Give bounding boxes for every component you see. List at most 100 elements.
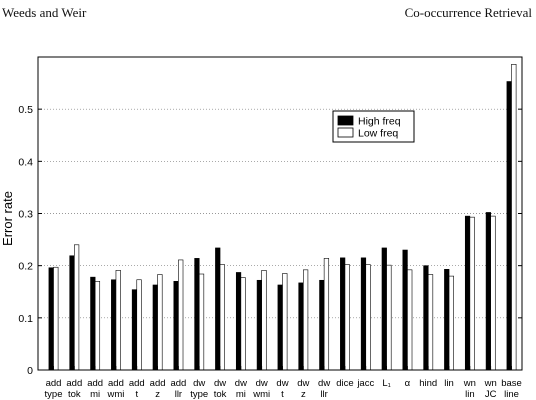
bar-low-freq	[178, 259, 184, 371]
x-tick-label: dw	[276, 378, 288, 389]
x-tick-label-line2: wmi	[252, 389, 270, 400]
x-tick-label: dw	[235, 378, 247, 389]
bar-low-freq	[219, 264, 225, 371]
x-tick-label: α	[405, 378, 411, 389]
bar-high-freq	[340, 257, 346, 371]
x-tick-label: lin	[444, 378, 454, 389]
legend-label-high-freq: High freq	[358, 116, 401, 128]
bar-high-freq	[485, 212, 491, 371]
bar-low-freq	[344, 264, 350, 371]
x-tick-label: dw	[214, 378, 226, 389]
bar-low-freq	[282, 273, 288, 371]
legend-swatch-high-freq	[337, 115, 354, 126]
y-tick-label: 0.4	[18, 156, 33, 168]
x-tick-label-line2: JC	[485, 389, 497, 400]
bar-high-freq	[464, 215, 471, 371]
bar-high-freq	[69, 255, 75, 371]
bar-low-freq	[94, 281, 101, 371]
bar-low-freq	[469, 216, 475, 371]
x-tick-label: wn	[484, 378, 497, 389]
x-tick-label-line2: mi	[236, 389, 246, 400]
x-tick-label: dice	[336, 378, 353, 389]
x-tick-label-line2: t	[135, 389, 138, 400]
x-tick-label-line2: z	[301, 389, 306, 400]
bar-low-freq	[448, 275, 454, 371]
bar-high-freq	[235, 272, 242, 371]
bars	[48, 64, 517, 371]
x-tick-label-line2: mi	[90, 389, 100, 400]
x-tick-label: add	[150, 378, 166, 389]
bar-low-freq	[198, 273, 205, 371]
running-head-title: Co-occurrence Retrieval	[404, 5, 532, 20]
y-tick-label: 0.1	[18, 313, 33, 325]
bar-high-freq	[256, 279, 262, 371]
x-tick-label: L₁	[382, 378, 391, 389]
bar-low-freq	[303, 269, 309, 371]
x-tick-label-line2: type	[45, 389, 63, 400]
x-tick-label-line2: line	[504, 389, 519, 400]
legend-label-low-freq: Low freq	[358, 128, 398, 140]
running-head: Weeds and Weir Co-occurrence Retrieval	[0, 0, 536, 24]
bar-high-freq	[215, 247, 221, 371]
bar-low-freq	[261, 270, 267, 371]
legend-swatch-low-freq	[337, 127, 354, 138]
bar-low-freq	[490, 215, 496, 371]
bar-high-freq	[173, 281, 179, 371]
running-head-authors: Weeds and Weir	[2, 5, 87, 20]
x-tick-label: add	[87, 378, 103, 389]
x-tick-label-line2: wmi	[107, 389, 125, 400]
bar-high-freq	[444, 269, 450, 371]
y-axis-label: Error rate	[0, 191, 15, 246]
bar-high-freq	[319, 279, 325, 371]
bar-low-freq	[136, 279, 142, 371]
x-tick-label: add	[46, 378, 62, 389]
bar-high-freq	[506, 81, 512, 371]
bar-high-freq	[48, 267, 54, 371]
bar-low-freq	[240, 277, 246, 371]
bar-low-freq	[74, 244, 80, 371]
x-tick-label-line2: type	[190, 389, 208, 400]
bar-high-freq	[277, 284, 283, 371]
bar-high-freq	[131, 289, 138, 371]
bar-high-freq	[111, 279, 117, 371]
bar-high-freq	[360, 257, 367, 371]
x-tick-label: add	[129, 378, 145, 389]
x-tick-label: wn	[463, 378, 476, 389]
bar-low-freq	[115, 270, 121, 371]
y-tick-label: 0	[27, 365, 33, 377]
bar-low-freq	[427, 274, 434, 371]
bar-low-freq	[157, 274, 163, 371]
bar-low-freq	[365, 264, 371, 371]
bar-high-freq	[90, 276, 96, 371]
y-tick-label: 0.2	[18, 261, 33, 273]
x-tick-label-line2: z	[155, 389, 160, 400]
bar-high-freq	[298, 282, 304, 371]
bar-high-freq	[402, 249, 408, 371]
x-tick-label: dw	[256, 378, 268, 389]
x-tick-label-line2: tok	[68, 389, 81, 400]
bar-low-freq	[511, 64, 517, 371]
x-tick-label: hind	[419, 378, 437, 389]
x-tick-label-line2: llr	[175, 389, 182, 400]
y-tick-label: 0.3	[18, 209, 33, 221]
bar-high-freq	[152, 284, 158, 371]
bar-high-freq	[194, 258, 200, 371]
x-tick-label: base	[501, 378, 522, 389]
x-tick-label: dw	[318, 378, 330, 389]
x-tick-label: add	[66, 378, 82, 389]
x-tick-label: add	[170, 378, 186, 389]
x-tick-label-line2: tok	[214, 389, 227, 400]
x-tick-label: jacc	[356, 378, 374, 389]
bar-low-freq	[407, 269, 413, 371]
bar-high-freq	[423, 265, 429, 371]
x-tick-label: dw	[193, 378, 205, 389]
x-tick-label: dw	[297, 378, 309, 389]
y-tick-label: 0.5	[18, 104, 33, 116]
bar-low-freq	[323, 258, 330, 371]
bar-high-freq	[381, 247, 387, 371]
x-tick-label-line2: t	[281, 389, 284, 400]
x-tick-label-line2: lin	[465, 389, 475, 400]
bar-low-freq	[53, 266, 59, 371]
